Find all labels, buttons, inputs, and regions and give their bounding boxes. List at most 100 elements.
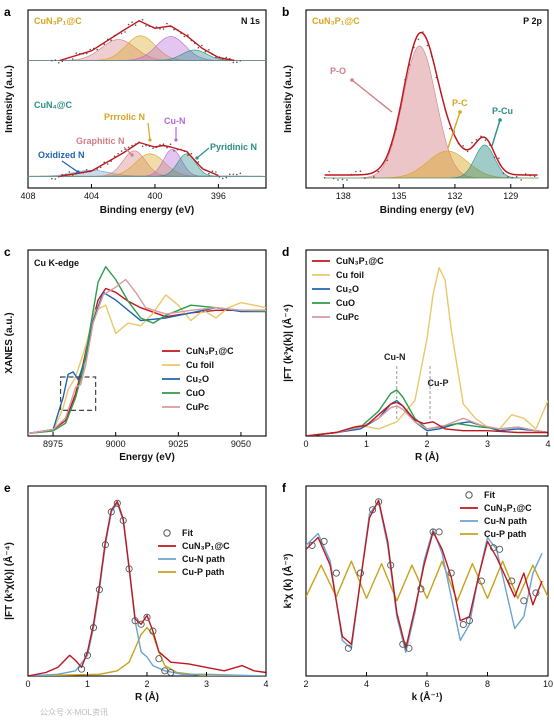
panel-f-fit-point-5 xyxy=(369,506,377,514)
panel-d-series-0 xyxy=(306,401,548,436)
panel-a-s1-point xyxy=(222,177,224,180)
panel-e: e 0 1 2 3 4 R (Å) |FT (k³χ(k)| (Å⁻⁴) Fit CuN₃P₁@C… xyxy=(2,481,269,703)
panel-b-point xyxy=(520,179,522,181)
panel-a-s1-point xyxy=(103,161,105,164)
panel-d-legend-label-3: CuO xyxy=(336,298,355,308)
panel-a-s0-point xyxy=(124,31,126,33)
panel-e-fit-point-6 xyxy=(113,499,121,507)
panel-b-component-label-1: P-C xyxy=(452,98,468,108)
panel-b-envelope xyxy=(324,31,538,176)
panel-a-s1-point xyxy=(106,163,109,165)
panel-b-component-arrow-1 xyxy=(447,111,461,149)
panel-f-fit-point-18 xyxy=(496,545,504,553)
panel-b-letter: b xyxy=(282,5,289,19)
panel-b-point xyxy=(511,176,514,179)
panel-f-legend-marker-0 xyxy=(465,491,473,499)
panel-a-s1-point xyxy=(232,173,235,176)
panel-c-inset-box xyxy=(59,376,97,411)
panel-b-component-label-2: P-Cu xyxy=(492,106,513,116)
panel-d-xtick-label-4: 4 xyxy=(545,439,550,449)
panel-b-point xyxy=(323,177,326,179)
panel-b-point xyxy=(448,127,451,130)
panel-b-point xyxy=(377,170,380,173)
panel-b-point xyxy=(417,38,420,41)
panel-e-fit-point-7 xyxy=(119,516,127,525)
panel-c-xtick-label-0: 8975 xyxy=(43,439,63,449)
panel-d-legend-label-2: Cu₂O xyxy=(336,284,359,294)
panel-b-point xyxy=(462,145,464,147)
panel-f-fit-point-4 xyxy=(356,569,364,577)
panel-a-s1-point xyxy=(127,146,130,149)
panel-d-xlabel: R (Å) xyxy=(415,450,439,463)
panel-a-s0-point xyxy=(120,32,123,35)
panel-f-fit-point-15 xyxy=(465,617,473,625)
panel-a-s0-point xyxy=(134,24,137,27)
panel-a-s1-point xyxy=(99,166,102,169)
panel-c-xtick-label-1: 9000 xyxy=(106,439,126,449)
panel-f-xlabel: k (Å⁻¹) xyxy=(412,690,443,703)
panel-a-s0-point xyxy=(103,43,105,45)
panel-b-component-arrow-0 xyxy=(351,79,393,113)
panel-b-point xyxy=(493,156,496,159)
panel-c-series-1 xyxy=(28,294,266,435)
panel-a-s0-point xyxy=(232,61,235,64)
panel-e-legend-marker-0 xyxy=(163,529,171,537)
panel-a-annotation-arrowhead-3 xyxy=(195,156,199,160)
panel-a-s1-point xyxy=(51,177,53,180)
panel-b-corner-label: P 2p xyxy=(523,16,542,26)
panel-d-series-1 xyxy=(306,267,548,436)
panel-b-point xyxy=(386,159,389,162)
panel-a-s1-point xyxy=(113,155,116,158)
panel-a-s0-point xyxy=(236,61,238,63)
panel-d-ylabel: |FT (k³χ(k)| (Å⁻⁴) xyxy=(281,304,294,382)
panel-b-point xyxy=(364,177,366,179)
panel-e-xtick-label-0: 0 xyxy=(25,679,30,689)
panel-b-point xyxy=(332,177,335,180)
panel-a-s1-point xyxy=(190,152,193,155)
panel-b-point xyxy=(426,44,429,47)
panel-f-fit-point-1 xyxy=(320,537,328,545)
panel-a-s0-point xyxy=(201,44,203,47)
panel-a-s1-point xyxy=(208,172,210,175)
panel-b: b CuN₃P₁@C P 2p P-O P-C P-Cu 138 135 132 129 Bindi… xyxy=(282,5,549,216)
panel-f-fit-point-9 xyxy=(405,644,413,652)
panel-a-s0-point xyxy=(204,50,207,53)
panel-b-xtick-label-0: 138 xyxy=(336,191,351,201)
panel-e-legend-label-2: Cu-N path xyxy=(182,554,225,564)
panel-e-fit-point-13 xyxy=(155,655,163,663)
panel-a-s1-point xyxy=(187,154,189,157)
panel-e-fit-point-1 xyxy=(83,651,92,659)
panel-e-series-1 xyxy=(28,502,266,676)
panel-e-xtick-label-2: 2 xyxy=(144,679,149,689)
panel-f-legend-label-1: CuN₃P₁@C xyxy=(484,503,532,513)
panel-e-fit-point-2 xyxy=(89,624,98,632)
panel-f-fit-point-13 xyxy=(447,569,455,577)
panel-e-xlabel: R (Å) xyxy=(135,690,159,703)
panel-a-s1-point xyxy=(141,145,144,148)
panel-f: f 2 4 6 8 10 k (Å⁻¹) k³χ (k) (Å⁻³) Fit CuN₃P₁@C Cu… xyxy=(281,481,553,703)
panel-a-s1-point xyxy=(229,173,231,176)
panel-a-s0-point xyxy=(173,28,175,31)
panel-a-annotation-arrowhead-2 xyxy=(130,153,134,157)
panel-d: d 0 1 2 3 4 R (Å) |FT (k³χ(k)| (Å⁻⁴) Cu-N Cu-P CuN… xyxy=(281,245,551,463)
panel-e-ylabel: |FT (k³χ(k)| (Å⁻⁴) xyxy=(2,542,15,620)
panel-e-fit-point-0 xyxy=(78,665,86,673)
panel-e-series-0 xyxy=(28,500,266,676)
panel-a-s1-point xyxy=(225,176,228,179)
panel-a-s1-point xyxy=(117,152,119,155)
panel-f-fit-point-3 xyxy=(344,644,352,652)
panel-c-xtick-label-3: 9050 xyxy=(231,439,251,449)
panel-e-legend-label-0: Fit xyxy=(182,528,193,538)
panel-c: c 8975 9000 9025 9050 Energy (eV) XANES (a.u.)… xyxy=(4,245,267,463)
panel-a-s1-point xyxy=(68,171,71,173)
panel-b-component-arrowhead-2 xyxy=(498,118,502,122)
panel-b-point xyxy=(328,170,330,173)
panel-f-ylabel: k³χ (k) (Å⁻³) xyxy=(281,554,294,609)
panel-c-letter: c xyxy=(4,245,11,259)
panel-b-point xyxy=(373,176,375,178)
panel-a-s1-point xyxy=(162,143,165,145)
panel-b-point xyxy=(341,178,344,181)
panel-b-point xyxy=(480,135,482,138)
panel-e-legend-label-1: CuN₃P₁@C xyxy=(182,541,230,551)
panel-c-legend-label-2: Cu₂O xyxy=(186,374,209,384)
